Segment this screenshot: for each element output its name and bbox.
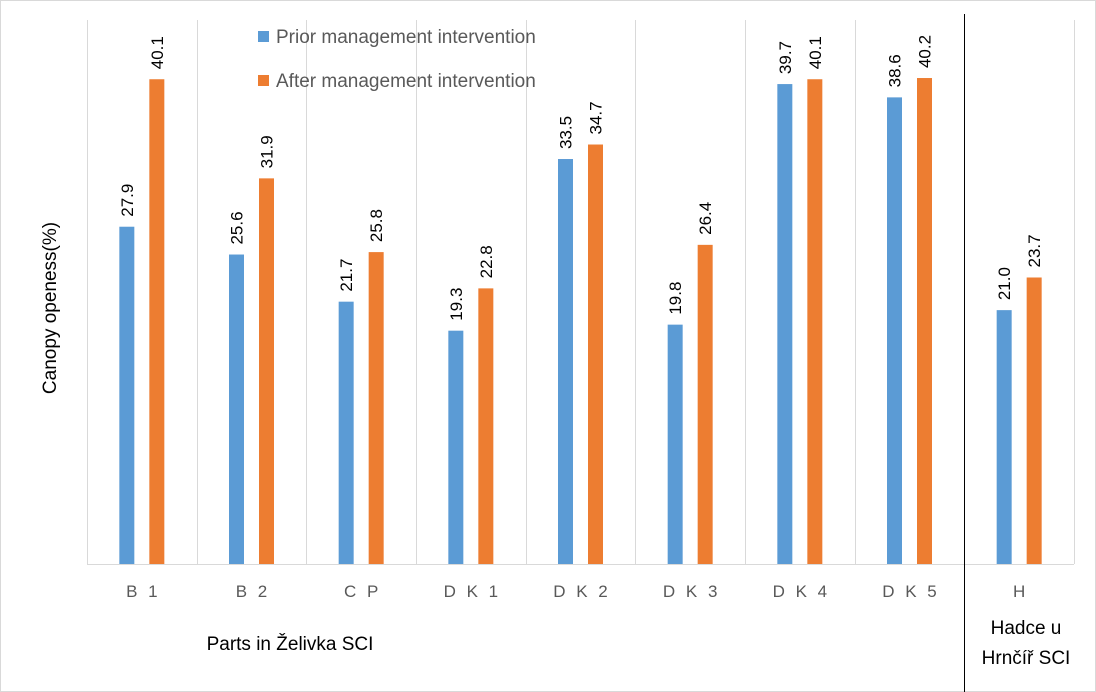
x-tick-label: D K 5 — [882, 582, 940, 601]
data-label: 25.8 — [367, 209, 386, 242]
bar — [667, 324, 683, 564]
x-tick-label: D K 1 — [444, 582, 502, 601]
bar — [996, 310, 1012, 564]
group-label-hadce: Hrnčíř SCI — [982, 648, 1071, 669]
bar — [338, 301, 354, 564]
bar — [119, 226, 135, 564]
bar — [917, 78, 932, 564]
bar — [777, 84, 793, 565]
x-tick-label: C P — [344, 582, 381, 601]
data-label: 25.6 — [228, 211, 247, 244]
data-label: 40.2 — [916, 35, 935, 68]
legend: Prior management intervention After manag… — [258, 27, 536, 92]
data-label: 40.1 — [806, 36, 825, 69]
data-label: 26.4 — [696, 202, 715, 235]
group-label-hadce: Hadce u — [991, 618, 1062, 639]
y-axis-title: Canopy openess(%) — [40, 222, 61, 394]
data-label: 21.0 — [995, 267, 1014, 300]
legend-label: Prior management intervention — [276, 27, 536, 48]
bar — [588, 144, 603, 564]
legend-label: After management intervention — [276, 71, 536, 92]
bar — [1026, 277, 1042, 564]
bar — [558, 159, 573, 564]
data-label: 34.7 — [587, 101, 606, 134]
bar — [259, 178, 274, 564]
bar — [368, 252, 384, 564]
data-label: 19.8 — [666, 282, 685, 315]
data-label: 22.8 — [477, 245, 496, 278]
data-label: 40.1 — [148, 36, 167, 69]
x-tick-labels: B 1 B 2 C P D K 1 D K 2 D K 3 D K 4 D K 5 H — [126, 582, 1028, 601]
category-group-labels: Parts in Želivka SCI Hadce u Hrnčíř SCI — [207, 618, 1071, 669]
bar — [887, 97, 902, 564]
x-tick-label: D K 2 — [553, 582, 611, 601]
bar — [448, 330, 464, 564]
data-labels: 27.9 40.1 25.6 31.9 21.7 25.8 19.3 22.8 33.5 34.7… — [118, 35, 1044, 321]
data-label: 33.5 — [557, 116, 576, 149]
bar — [229, 254, 244, 564]
data-label: 23.7 — [1025, 234, 1044, 267]
legend-swatch — [258, 75, 269, 86]
x-tick-label: B 2 — [236, 582, 271, 601]
data-label: 38.6 — [886, 54, 905, 87]
bar — [478, 288, 494, 564]
data-label: 27.9 — [118, 184, 137, 217]
legend-swatch — [258, 31, 269, 42]
data-label: 31.9 — [258, 135, 277, 168]
x-tick-label: B 1 — [126, 582, 161, 601]
x-tick-label: D K 4 — [773, 582, 831, 601]
gridlines — [87, 14, 1075, 692]
bars — [119, 78, 1042, 565]
bar — [697, 244, 713, 564]
bar — [807, 79, 823, 564]
data-label: 21.7 — [337, 259, 356, 292]
data-label: 39.7 — [776, 41, 795, 74]
x-tick-label: D K 3 — [663, 582, 721, 601]
group-label-zelivka: Parts in Želivka SCI — [207, 633, 374, 655]
bar — [149, 79, 165, 564]
x-tick-label: H — [1013, 582, 1028, 601]
data-label: 19.3 — [447, 288, 466, 321]
